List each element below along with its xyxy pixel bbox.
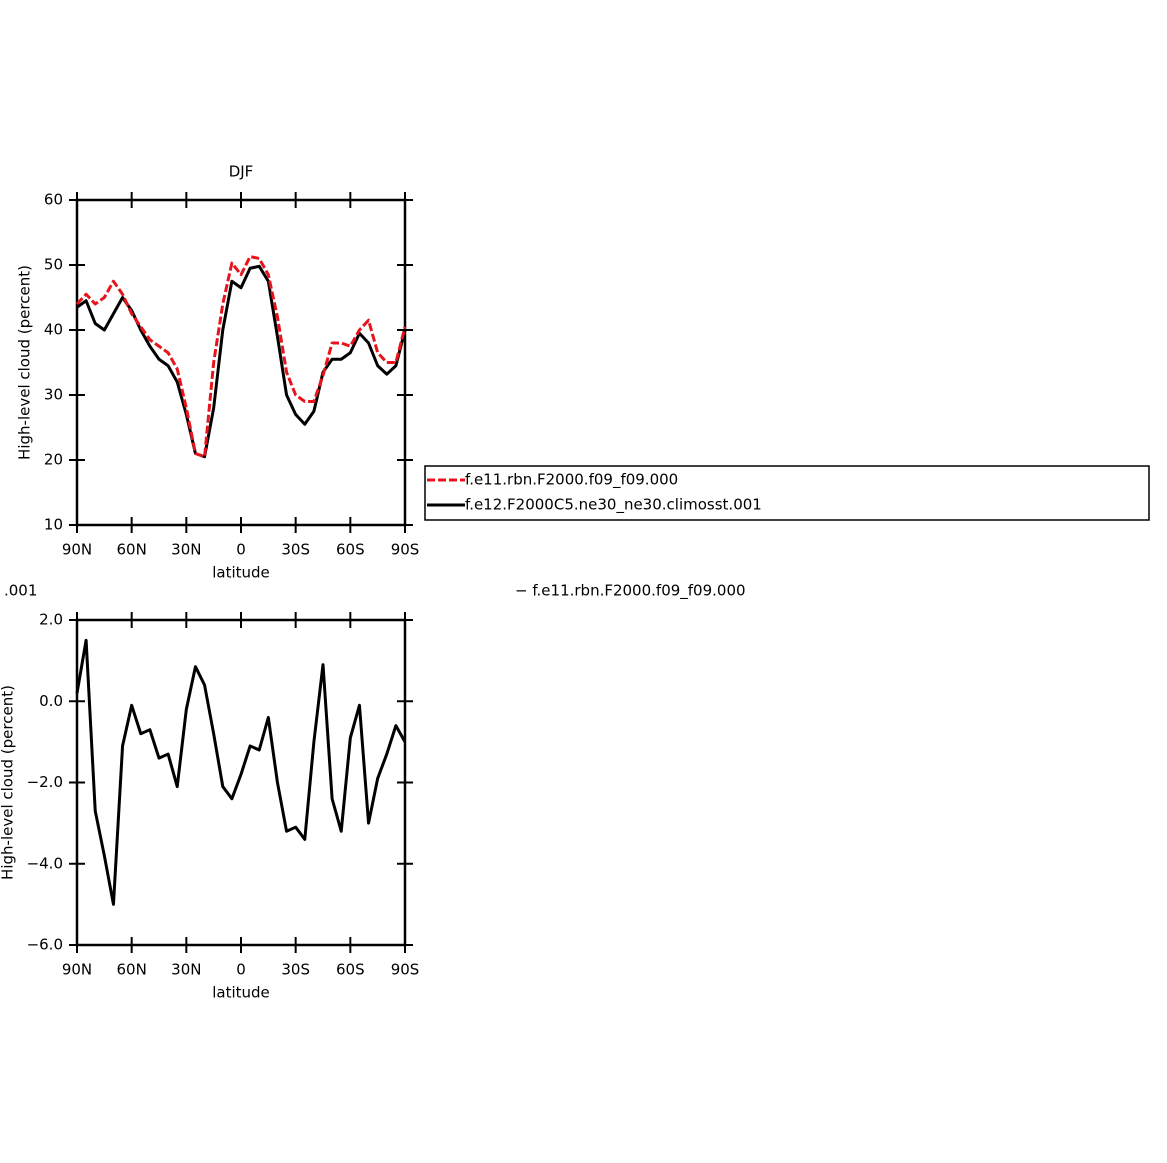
- y-tick-label: 40: [44, 321, 63, 339]
- y-tick-label: −2.0: [27, 773, 63, 791]
- x-tick-label: 30N: [171, 961, 201, 979]
- x-tick-label: 60N: [117, 961, 147, 979]
- x-tick-label: 60S: [336, 961, 365, 979]
- y-tick-label: 20: [44, 451, 63, 469]
- x-tick-label: 30S: [281, 961, 310, 979]
- y-tick-label: −4.0: [27, 854, 63, 872]
- x-tick-label: 0: [236, 961, 246, 979]
- x-tick-label: 60N: [117, 541, 147, 559]
- x-tick-label: 90N: [62, 541, 92, 559]
- x-tick-label: 90S: [391, 541, 420, 559]
- y-tick-label: 2.0: [39, 611, 63, 629]
- data-line: [75, 638, 407, 906]
- legend-box: [424, 465, 1150, 521]
- x-tick-label: 90S: [391, 961, 420, 979]
- y-tick-label: −6.0: [27, 936, 63, 954]
- y-tick-label: 50: [44, 256, 63, 274]
- legend-label: f.e11.rbn.F2000.f09_f09.000: [465, 471, 678, 490]
- data-line: [76, 264, 407, 459]
- x-tick-label: 90N: [62, 961, 92, 979]
- data-line: [75, 255, 407, 459]
- y-axis-label: High-level cloud (percent): [0, 685, 17, 880]
- x-axis-label: latitude: [212, 984, 270, 1002]
- y-tick-label: 0.0: [39, 692, 63, 710]
- x-tick-label: 0: [236, 541, 246, 559]
- plot-frame: [75, 618, 407, 947]
- chart-title: DJF: [229, 163, 254, 181]
- y-tick-label: 30: [44, 386, 63, 404]
- chart-title-fragment: .001: [4, 582, 37, 600]
- x-tick-label: 60S: [336, 541, 365, 559]
- chart-title-fragment: − f.e11.rbn.F2000.f09_f09.000: [515, 582, 746, 601]
- legend-label: f.e12.F2000C5.ne30_ne30.climosst.001: [465, 496, 762, 515]
- x-tick-label: 30N: [171, 541, 201, 559]
- y-tick-label: 10: [44, 516, 63, 534]
- x-axis-label: latitude: [212, 564, 270, 582]
- y-tick-label: 60: [44, 191, 63, 209]
- y-axis-label: High-level cloud (percent): [16, 265, 34, 460]
- plot-frame: [75, 198, 407, 527]
- x-tick-label: 30S: [281, 541, 310, 559]
